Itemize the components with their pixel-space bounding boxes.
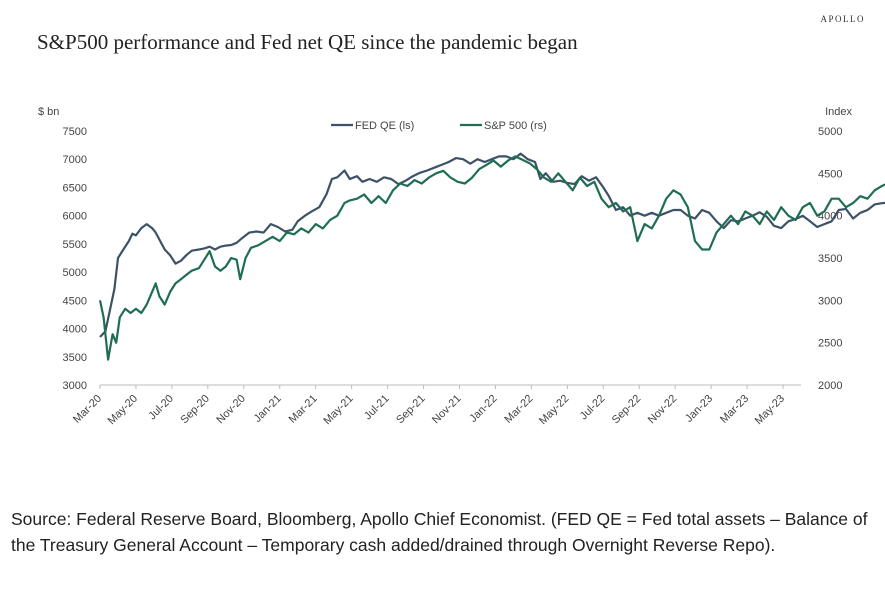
legend: FED QE (ls) S&P 500 (rs) bbox=[331, 120, 547, 132]
left-axis-label: $ bn bbox=[38, 106, 59, 118]
series-group bbox=[98, 152, 885, 361]
right-tick-label: 2000 bbox=[818, 380, 842, 392]
x-tick-label: Sep-20 bbox=[178, 393, 212, 427]
left-tick-label: 3000 bbox=[63, 380, 87, 392]
sp500-line bbox=[98, 155, 885, 361]
right-tick-label: 3500 bbox=[818, 253, 842, 265]
x-tick-label: Jul-21 bbox=[362, 393, 392, 423]
x-tick-label: Nov-22 bbox=[646, 393, 680, 427]
x-tick-label: Jul-22 bbox=[578, 393, 608, 423]
x-tick-label: Mar-23 bbox=[718, 393, 751, 426]
left-tick-label: 5000 bbox=[63, 267, 87, 279]
left-tick-label: 5500 bbox=[63, 239, 87, 251]
left-tick-label: 7500 bbox=[63, 126, 87, 138]
right-tick-label: 4500 bbox=[818, 168, 842, 180]
x-tick-label: Sep-21 bbox=[394, 393, 428, 427]
right-axis-label: Index bbox=[825, 106, 852, 118]
fed-qe-line bbox=[99, 152, 885, 338]
x-tick-label: Jan-21 bbox=[252, 393, 284, 425]
right-tick-label: 2500 bbox=[818, 338, 842, 350]
left-tick-label: 6000 bbox=[63, 211, 87, 223]
x-tick-label: Mar-22 bbox=[502, 393, 535, 426]
left-tick-label: 6500 bbox=[63, 182, 87, 194]
x-tick-label: May-20 bbox=[106, 393, 140, 427]
apollo-logo: APOLLO bbox=[820, 14, 865, 24]
left-tick-label: 4500 bbox=[63, 295, 87, 307]
x-tick-label: Mar-20 bbox=[71, 393, 104, 426]
right-tick-label: 5000 bbox=[818, 126, 842, 138]
x-tick-label: Jan-23 bbox=[683, 393, 715, 425]
x-tick-label: May-22 bbox=[537, 393, 571, 427]
left-tick-label: 4000 bbox=[63, 324, 87, 336]
x-axis-ticks: Mar-20 May-20 Jul-20 Sep-20 Nov-20 Jan-21 Mar-… bbox=[71, 385, 787, 427]
legend-label: FED QE (ls) bbox=[355, 120, 414, 132]
source-note: Source: Federal Reserve Board, Bloomberg… bbox=[11, 509, 868, 555]
x-tick-label: May-21 bbox=[321, 393, 355, 427]
left-tick-label: 3500 bbox=[63, 352, 87, 364]
line-chart: $ bn Index 3000 3500 4000 4500 5000 5500 6000 6… bbox=[38, 106, 885, 427]
x-tick-label: May-23 bbox=[753, 393, 787, 427]
x-tick-label: Mar-21 bbox=[287, 393, 320, 426]
chart-title: S&P500 performance and Fed net QE since … bbox=[37, 30, 578, 54]
left-axis-ticks: 3000 3500 4000 4500 5000 5500 6000 6500 7000 7500 bbox=[63, 126, 87, 392]
x-tick-label: Nov-21 bbox=[430, 393, 464, 427]
right-tick-label: 3000 bbox=[818, 295, 842, 307]
x-tick-label: Jan-22 bbox=[467, 393, 499, 425]
x-tick-label: Sep-22 bbox=[610, 393, 644, 427]
left-tick-label: 7000 bbox=[63, 154, 87, 166]
x-tick-label: Nov-20 bbox=[214, 393, 248, 427]
legend-label: S&P 500 (rs) bbox=[484, 120, 547, 132]
x-tick-label: Jul-20 bbox=[146, 393, 176, 423]
